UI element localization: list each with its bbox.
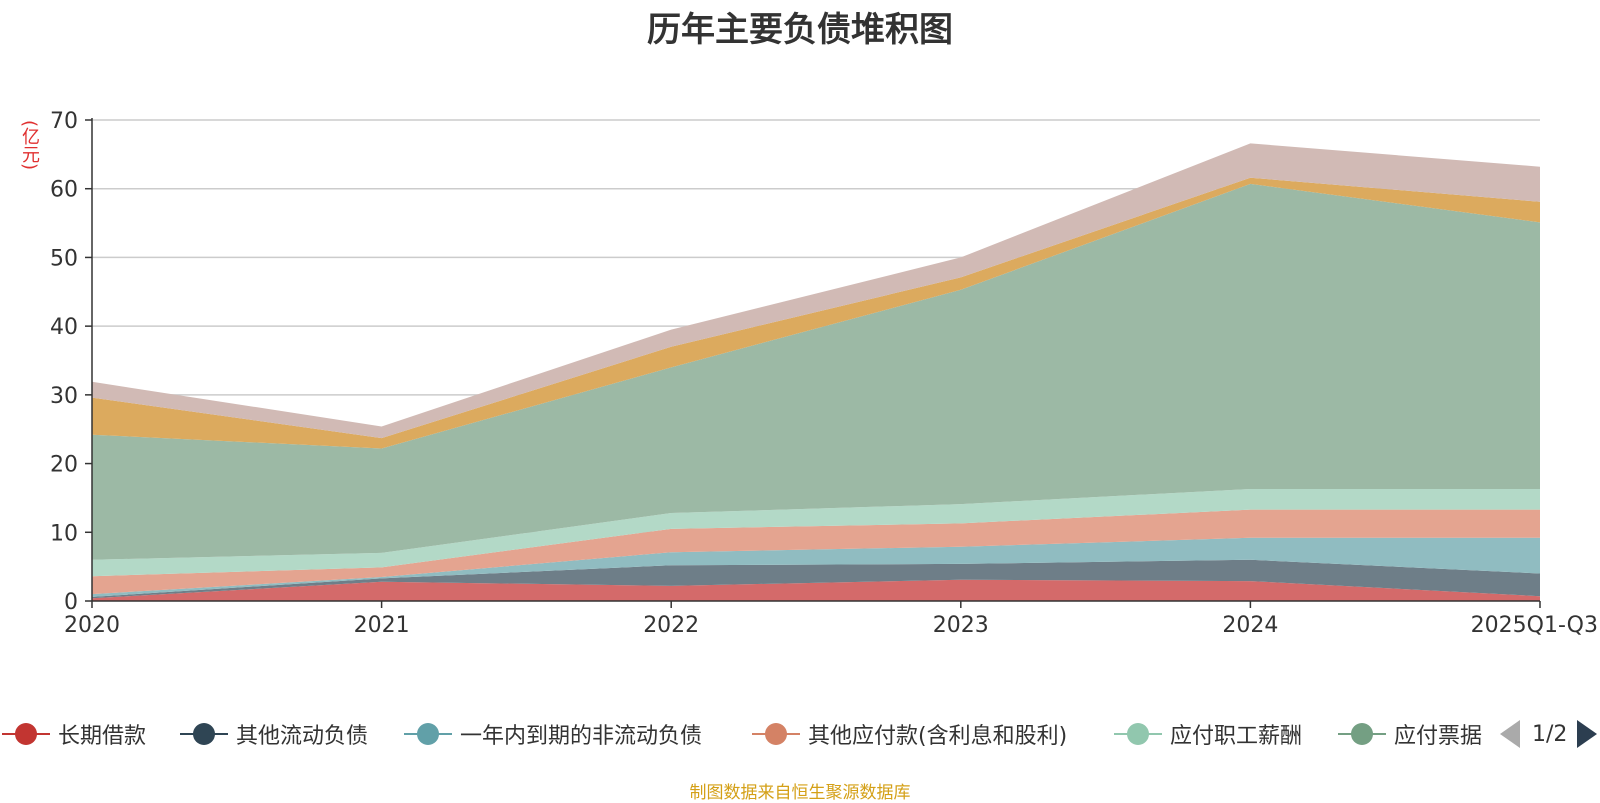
legend-label: 其他应付款(含利息和股利) — [808, 724, 1068, 749]
legend-label: 应付票据 — [1394, 724, 1483, 749]
area-应付职工薪酬 — [92, 488, 1540, 577]
legend-page-indicator: 1/2 — [1532, 721, 1568, 747]
legend-marker-icon — [0, 716, 52, 752]
chart-title: 历年主要负债堆积图 — [647, 10, 953, 50]
legend-pager: 1/2 — [1500, 716, 1598, 752]
legend-marker-icon — [402, 716, 454, 752]
x-tick-label: 2025Q1-Q3 — [1471, 613, 1598, 638]
stacked-area-chart: 0 10 20 30 40 50 60 70 2020 2021 2022 2023 2024 2025Q… — [50, 109, 1598, 638]
axes: 0 10 20 30 40 50 60 70 2020 2021 2022 2023 2024 2025Q… — [50, 109, 1598, 638]
y-tick-label: 60 — [50, 178, 78, 203]
legend-item[interactable]: 其他应付款(含利息和股利) — [750, 716, 1067, 752]
legend-label: 长期借款 — [58, 724, 147, 749]
x-tick-label: 2022 — [643, 613, 699, 638]
legend-item[interactable]: 应付职工薪酬 — [1112, 716, 1302, 752]
area-其他流动负债 — [92, 559, 1540, 599]
area-短期借款 — [92, 143, 1540, 439]
legend-item[interactable]: 应付票据 — [1336, 716, 1484, 752]
area-一年内到期的非流动负债 — [92, 537, 1540, 597]
legend-marker-icon — [178, 716, 230, 752]
legend-item[interactable]: 一年内到期的非流动负债 — [402, 716, 702, 752]
legend-marker-icon — [750, 716, 802, 752]
y-tick-label: 0 — [64, 590, 78, 615]
data-source-note: 制图数据来自恒生聚源数据库 — [689, 783, 911, 803]
legend-prev-page-icon[interactable] — [1500, 720, 1520, 748]
legend-next-page-icon[interactable] — [1577, 720, 1598, 748]
legend: 长期借款 其他流动负债 一年内到期的非流动负债 其他应付款(含利息和股利) 应付职工薪酬… — [0, 716, 1600, 756]
legend-label: 其他流动负债 — [236, 724, 369, 749]
area-长期借款 — [92, 579, 1540, 601]
area-series — [92, 143, 1540, 601]
x-tick-label: 2020 — [64, 613, 120, 638]
x-tick-label: 2023 — [933, 613, 989, 638]
legend-label: 应付职工薪酬 — [1170, 724, 1303, 749]
legend-marker-icon — [1112, 716, 1164, 752]
x-tick-label: 2024 — [1222, 613, 1278, 638]
legend-item[interactable]: 其他流动负债 — [178, 716, 368, 752]
y-tick-label: 70 — [50, 109, 78, 134]
y-tick-label: 30 — [50, 384, 78, 409]
legend-item[interactable]: 长期借款 — [0, 716, 146, 752]
area-应付票据 — [92, 183, 1540, 560]
x-tick-label: 2021 — [354, 613, 410, 638]
y-tick-label: 20 — [50, 453, 78, 478]
area-应付账款 — [92, 177, 1540, 449]
area-其他应付款(含利息和股利) — [92, 509, 1540, 595]
y-axis-unit-label: (亿元) — [19, 120, 40, 171]
y-tick-label: 50 — [50, 246, 78, 271]
legend-label: 一年内到期的非流动负债 — [460, 724, 703, 749]
y-tick-label: 40 — [50, 315, 78, 340]
legend-marker-icon — [1336, 716, 1388, 752]
y-tick-label: 10 — [50, 521, 78, 546]
